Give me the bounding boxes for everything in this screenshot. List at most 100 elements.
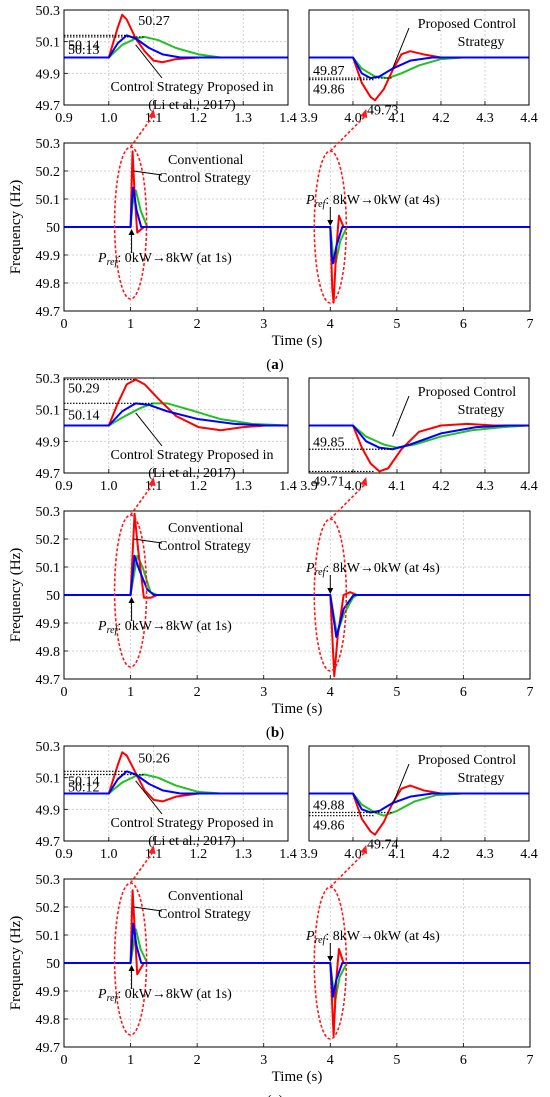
x-tick-label: 0	[61, 317, 68, 332]
caption-pointer	[392, 395, 410, 437]
main-plot: 0 1 2 3 4 5 6 7 50.3 50.2 50.1 50 49.9 49.8 49.7 Time (…	[8, 109, 534, 373]
step-down-label: Pref: 8kW→0kW (at 4s)	[305, 561, 440, 578]
x-tick-label: 1.3	[234, 111, 252, 126]
chart-panel-a: 0.9 1.0 1.1 1.2 1.3 1.450.350.149.949.750.145…	[8, 4, 538, 373]
x-tick-label: 4.2	[432, 479, 450, 494]
y-tick-label: 50.2	[36, 165, 61, 180]
zoom-link-step-down	[329, 114, 367, 152]
x-tick-label: 4	[327, 317, 334, 332]
main-plot: 0 1 2 3 4 5 6 7 50.3 50.2 50.1 50 49.9 49.8 49.7 Time (…	[8, 477, 534, 741]
main-frame	[63, 510, 531, 680]
arrowhead	[327, 220, 334, 226]
pref-symbol: P	[305, 929, 315, 944]
y-tick-label: 50.3	[36, 137, 61, 152]
caption-line: Control Strategy Proposed in	[111, 448, 274, 463]
series-line-red	[64, 751, 288, 803]
x-tick-label: 1.4	[279, 111, 297, 126]
panel-letter: a	[271, 357, 279, 373]
x-tick-label: 1	[127, 685, 134, 700]
x-tick-label: 3.9	[300, 847, 318, 862]
inset-frame	[308, 745, 530, 842]
panel-paren: (	[266, 725, 271, 741]
x-tick-label: 5	[393, 317, 400, 332]
x-tick-label: 4.0	[344, 847, 362, 862]
step-down-label: Pref: 8kW→0kW (at 4s)	[305, 193, 440, 210]
y-tick-label: 49.9	[36, 985, 61, 1000]
x-tick-label: 4.3	[476, 479, 494, 494]
marker-value-label: 50.14	[68, 38, 100, 53]
x-tick-label: 4.4	[520, 847, 538, 862]
x-tick-label: 1	[127, 317, 134, 332]
inset-step-down: 3.9 4.0 4.1 4.2 4.3 4.4 49.85 49.71 Proposed Con…	[300, 377, 538, 494]
peak-value-label: 50.27	[138, 14, 170, 29]
marker-value-label: 49.85	[313, 435, 345, 450]
series-line-blue	[309, 56, 529, 80]
pref-subscript: ref	[315, 199, 327, 210]
conventional-label: Control Strategy	[158, 907, 251, 922]
step-up-label: Pref: 0kW→8kW (at 1s)	[97, 987, 232, 1004]
series-line-green	[64, 35, 288, 59]
arrowhead	[327, 588, 334, 594]
arrowhead	[128, 229, 135, 235]
x-tick-label: 1.2	[190, 111, 208, 126]
x-tick-label: 1.4	[279, 847, 297, 862]
panel-paren: (	[267, 1093, 272, 1097]
pref-subscript: ref	[315, 935, 327, 946]
x-tick-label: 1.0	[100, 479, 118, 494]
x-axis-label: Time (s)	[272, 1069, 323, 1085]
marker-value-label: 50.13	[68, 43, 100, 58]
x-tick-label: 6	[460, 317, 467, 332]
x-tick-label: 3.9	[300, 111, 318, 126]
marker-value-label: 50.29	[68, 382, 100, 397]
pref-symbol: P	[97, 619, 107, 634]
x-tick-label: 7	[527, 317, 534, 332]
x-tick-label: 7	[527, 1053, 534, 1068]
x-tick-label: 4.1	[388, 111, 406, 126]
marker-value-label: 50.14	[68, 408, 100, 423]
chart-panel-c: 0.9 1.0 1.1 1.2 1.3 1.450.350.149.949.750.145…	[8, 740, 538, 1097]
panel-paren: (	[266, 357, 271, 373]
pref-subscript: ref	[315, 567, 327, 578]
y-tick-label: 50	[46, 957, 60, 972]
x-tick-label: 0.9	[55, 111, 73, 126]
x-axis-label: Time (s)	[272, 333, 323, 349]
arrowhead	[148, 845, 156, 854]
main-frame	[63, 878, 531, 1048]
y-tick-label: 49.7	[36, 305, 61, 320]
conventional-label: Conventional	[168, 153, 244, 168]
x-tick-label: 5	[393, 1053, 400, 1068]
pref-text: : 8kW→0kW (at 4s)	[325, 929, 440, 944]
series-line-blue	[64, 402, 288, 427]
panel-label: (c)	[267, 1093, 284, 1097]
y-tick-label: 50	[46, 221, 60, 236]
y-tick-label: 49.7	[36, 467, 61, 482]
x-tick-label: 6	[460, 685, 467, 700]
inset-frame	[63, 9, 289, 106]
y-axis-label: Frequency (Hz)	[8, 548, 24, 643]
pref-subscript: ref	[107, 993, 119, 1004]
pref-text: : 8kW→0kW (at 4s)	[325, 561, 440, 576]
caption-pointer	[392, 763, 410, 805]
arrowhead	[128, 597, 135, 603]
x-tick-label: 7	[527, 685, 534, 700]
y-tick-label: 49.7	[36, 1041, 61, 1056]
series-line-red	[64, 13, 288, 64]
y-tick-label: 49.7	[36, 835, 61, 850]
x-tick-label: 1.3	[234, 479, 252, 494]
x-tick-label: 4	[327, 1053, 334, 1068]
chart-panel-b: 0.9 1.0 1.1 1.2 1.3 1.450.350.149.949.750.295…	[8, 372, 538, 741]
x-tick-label: 1.4	[279, 479, 297, 494]
y-tick-label: 50.2	[36, 901, 61, 916]
x-tick-label: 1.0	[100, 111, 118, 126]
y-tick-label: 50.2	[36, 533, 61, 548]
pref-text: : 0kW→8kW (at 1s)	[117, 619, 232, 634]
zoom-link-step-up	[129, 114, 155, 148]
inset-step-down: 3.9 4.0 4.1 4.2 4.3 4.4 49.87 49.86 49.73 Propose…	[300, 9, 538, 126]
panel-label: (b)	[266, 725, 284, 741]
caption-line: Control Strategy Proposed in	[111, 80, 274, 95]
y-tick-label: 50.3	[36, 4, 61, 19]
x-tick-label: 2	[194, 1053, 201, 1068]
x-tick-label: 0.9	[55, 847, 73, 862]
series-line-green	[64, 402, 288, 427]
zoom-link-step-up	[129, 482, 155, 516]
